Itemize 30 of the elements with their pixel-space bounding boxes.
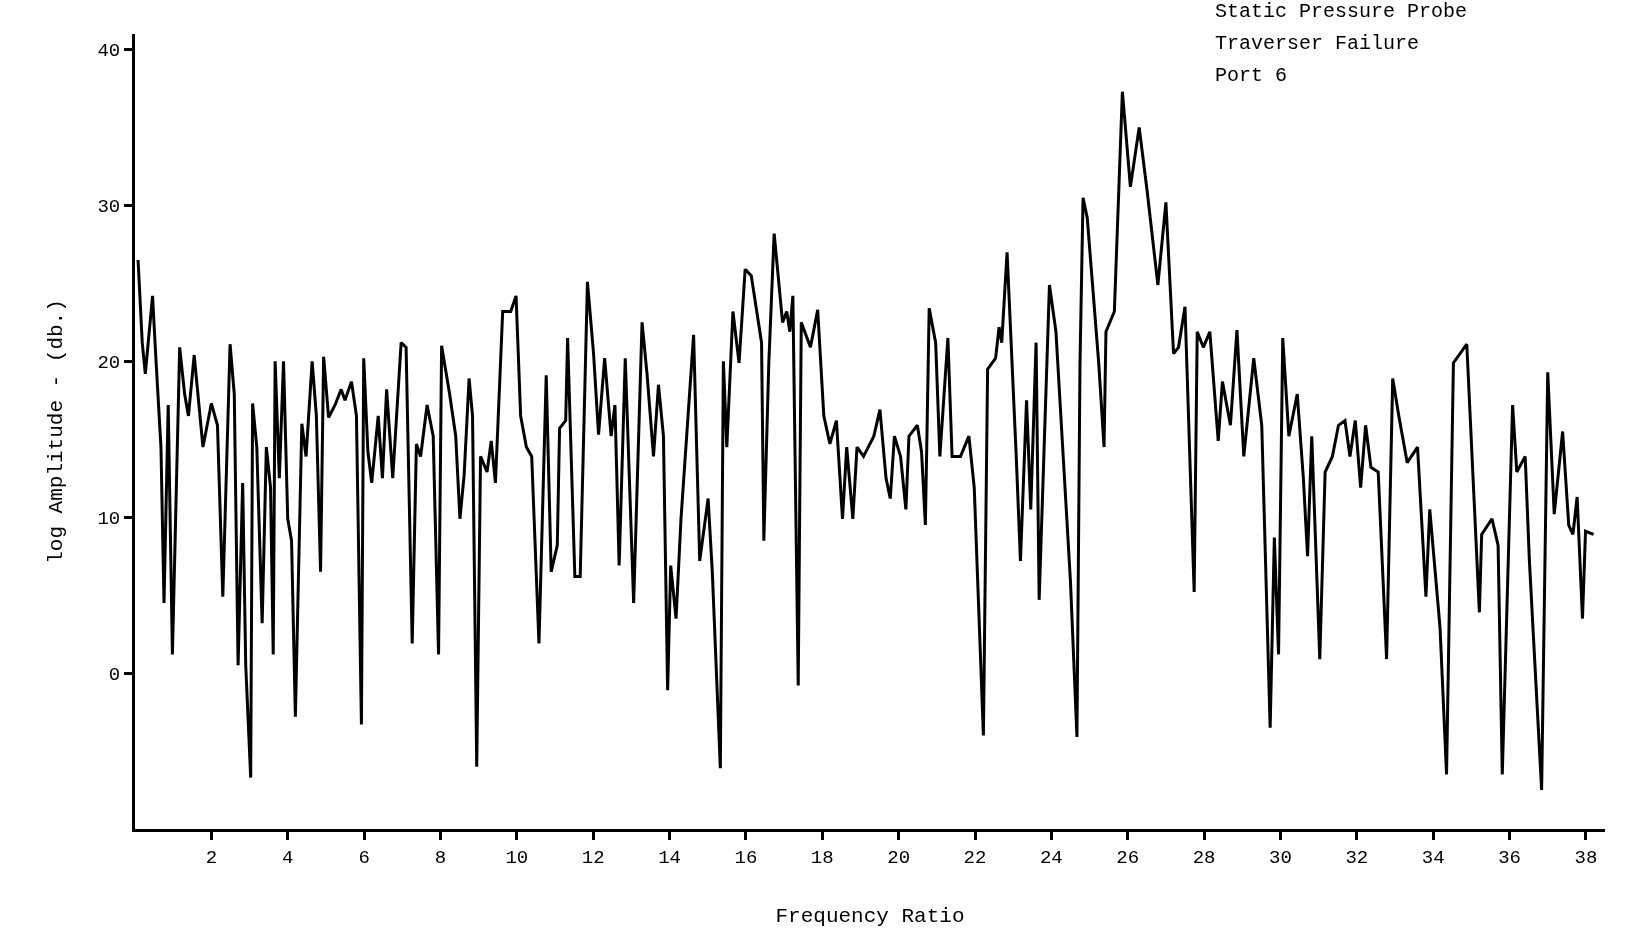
x-axis-title: Frequency Ratio <box>775 905 965 928</box>
x-tick-label: 30 <box>1269 846 1292 869</box>
y-tick-label: 10 <box>97 507 121 530</box>
x-tick-label: 4 <box>282 846 294 869</box>
annotation: Port 6 <box>1215 64 1288 87</box>
x-tick-label: 8 <box>434 846 447 869</box>
y-tick-label: 0 <box>108 663 121 686</box>
line-series <box>136 90 1596 792</box>
x-tick-label: 28 <box>1192 846 1216 869</box>
x-tick-label: 10 <box>505 846 529 869</box>
x-tick-label: 16 <box>734 846 758 869</box>
x-tick-label: 12 <box>581 846 605 869</box>
x-tick-label: 36 <box>1498 846 1521 869</box>
text: Static Pressure Probe <box>1215 0 1468 23</box>
x-tick-label: 18 <box>810 846 834 869</box>
annotation: Traverser Failure <box>1215 32 1420 55</box>
x-tick-label: 34 <box>1421 846 1445 869</box>
y-tick-label: 30 <box>97 196 121 219</box>
x-tick-label: 14 <box>658 846 681 869</box>
x-tick-label: 24 <box>1039 846 1063 869</box>
x-tick-label: 38 <box>1574 846 1598 869</box>
y-axis-title: log Amplitude - (db.) <box>44 299 68 564</box>
y-tick-label: 20 <box>97 352 121 374</box>
x-tick-label: 2 <box>205 846 218 869</box>
x-tick-label: 32 <box>1345 846 1369 869</box>
x-tick-label: 22 <box>963 846 987 869</box>
y-tick-label: 40 <box>97 40 121 63</box>
x-tick-label: 26 <box>1116 846 1140 869</box>
x-tick-label: 20 <box>887 846 911 869</box>
x-tick-label: 6 <box>358 846 370 869</box>
